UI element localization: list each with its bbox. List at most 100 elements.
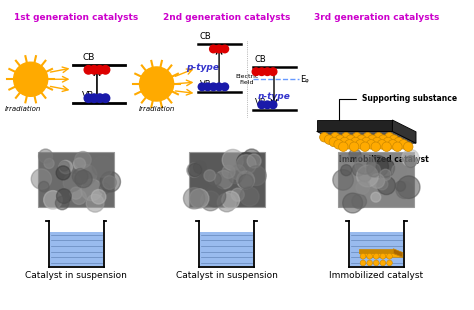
Circle shape — [405, 156, 416, 167]
Circle shape — [387, 260, 392, 266]
Polygon shape — [359, 254, 403, 257]
Circle shape — [341, 165, 352, 176]
Circle shape — [91, 189, 106, 204]
Circle shape — [240, 187, 259, 206]
Circle shape — [355, 154, 375, 174]
Circle shape — [86, 194, 104, 212]
Circle shape — [335, 135, 345, 144]
Circle shape — [55, 196, 69, 210]
Circle shape — [100, 183, 110, 194]
Circle shape — [349, 142, 359, 152]
Text: Irradiation: Irradiation — [138, 106, 175, 112]
Circle shape — [77, 165, 97, 185]
Circle shape — [387, 254, 392, 259]
Circle shape — [204, 170, 216, 181]
Circle shape — [221, 45, 228, 53]
Circle shape — [374, 132, 383, 142]
Circle shape — [90, 65, 99, 74]
Circle shape — [258, 101, 265, 108]
Circle shape — [210, 45, 217, 53]
Circle shape — [228, 170, 242, 184]
Circle shape — [96, 65, 104, 74]
Text: 3rd generation catalysts: 3rd generation catalysts — [314, 13, 439, 22]
Circle shape — [356, 181, 369, 194]
Circle shape — [377, 179, 388, 190]
Circle shape — [139, 67, 173, 101]
Circle shape — [376, 159, 394, 177]
Circle shape — [90, 94, 99, 102]
Circle shape — [377, 176, 395, 195]
Circle shape — [319, 132, 329, 142]
Circle shape — [402, 149, 419, 166]
Circle shape — [269, 68, 277, 75]
Circle shape — [84, 94, 93, 102]
Text: CB: CB — [82, 53, 95, 62]
Circle shape — [378, 135, 388, 144]
Circle shape — [340, 153, 350, 163]
Text: Irradiation: Irradiation — [5, 106, 41, 112]
Circle shape — [377, 140, 387, 149]
Circle shape — [362, 137, 371, 147]
Circle shape — [269, 101, 277, 108]
Bar — [350, 232, 403, 266]
Circle shape — [188, 163, 202, 177]
Circle shape — [368, 135, 377, 144]
Circle shape — [380, 254, 386, 259]
Circle shape — [324, 135, 334, 144]
Polygon shape — [393, 249, 403, 257]
Text: Supporting substance: Supporting substance — [339, 94, 457, 123]
Circle shape — [208, 173, 221, 186]
Circle shape — [356, 140, 365, 149]
Circle shape — [231, 165, 246, 180]
Circle shape — [84, 65, 93, 74]
Circle shape — [352, 164, 365, 176]
Circle shape — [389, 135, 399, 144]
Text: n-type: n-type — [257, 92, 291, 101]
Circle shape — [352, 194, 366, 209]
Circle shape — [395, 181, 405, 191]
Circle shape — [352, 132, 362, 142]
Circle shape — [358, 168, 372, 182]
Circle shape — [374, 260, 379, 266]
Circle shape — [371, 192, 381, 202]
Circle shape — [397, 176, 420, 198]
Circle shape — [210, 83, 217, 91]
Circle shape — [231, 188, 244, 201]
Polygon shape — [317, 131, 416, 143]
Circle shape — [222, 191, 239, 209]
Circle shape — [201, 191, 220, 211]
Text: Immobilized catalyst: Immobilized catalyst — [329, 272, 423, 281]
Circle shape — [44, 191, 62, 209]
Circle shape — [258, 68, 265, 75]
Circle shape — [247, 154, 261, 168]
Circle shape — [59, 160, 73, 174]
Circle shape — [394, 137, 403, 147]
Text: 1st generation catalysts: 1st generation catalysts — [14, 13, 138, 22]
Circle shape — [72, 190, 86, 204]
Circle shape — [252, 68, 260, 75]
Text: CB: CB — [255, 55, 266, 64]
Polygon shape — [359, 249, 393, 254]
Circle shape — [198, 83, 206, 91]
Circle shape — [264, 101, 271, 108]
Circle shape — [367, 163, 381, 177]
Text: Catalyst in suspension: Catalyst in suspension — [25, 272, 127, 281]
Circle shape — [366, 156, 389, 177]
Circle shape — [329, 137, 338, 147]
Circle shape — [345, 140, 354, 149]
Text: Catalyst in suspension: Catalyst in suspension — [176, 272, 278, 281]
Circle shape — [399, 140, 408, 149]
Circle shape — [204, 83, 211, 91]
Circle shape — [190, 189, 209, 208]
Circle shape — [237, 171, 255, 189]
Circle shape — [44, 158, 54, 168]
Bar — [200, 232, 253, 266]
Bar — [38, 152, 114, 207]
Circle shape — [96, 94, 104, 102]
Circle shape — [73, 158, 85, 170]
Text: VB: VB — [200, 80, 212, 89]
Circle shape — [221, 83, 228, 91]
Circle shape — [360, 254, 366, 259]
Circle shape — [343, 193, 363, 213]
Circle shape — [75, 152, 91, 168]
